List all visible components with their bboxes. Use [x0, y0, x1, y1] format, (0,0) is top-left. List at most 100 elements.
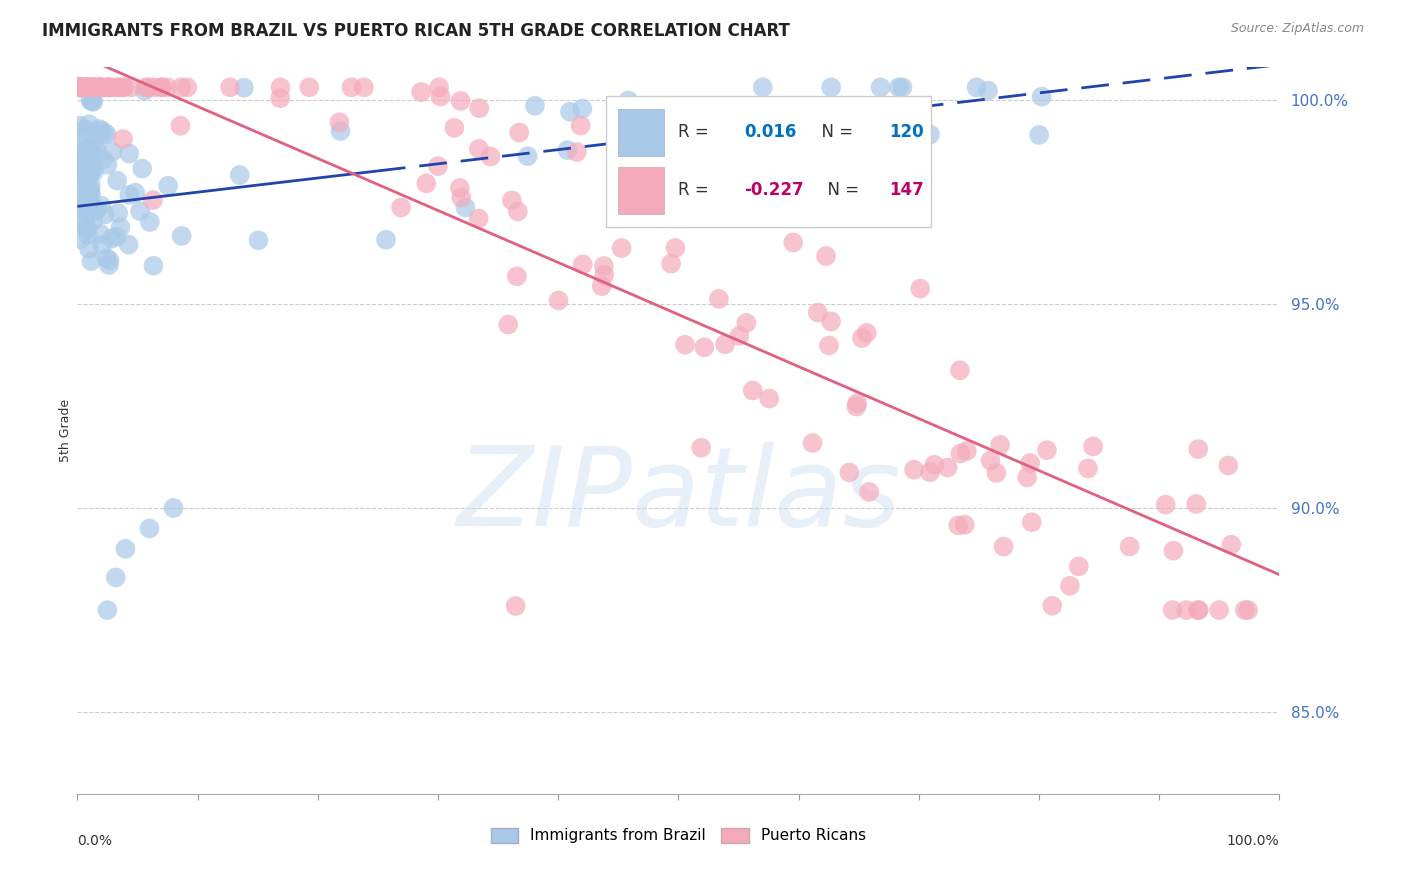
- Point: [104, 80, 127, 95]
- Point: [1081, 439, 1104, 453]
- Point: [247, 233, 270, 247]
- Point: [591, 279, 613, 293]
- Point: [1188, 603, 1211, 617]
- FancyBboxPatch shape: [606, 96, 931, 227]
- Point: [758, 392, 780, 406]
- Point: [72, 196, 94, 211]
- Point: [565, 145, 588, 159]
- Point: [1237, 603, 1260, 617]
- Point: [1185, 497, 1208, 511]
- Point: [142, 259, 165, 273]
- Point: [411, 85, 433, 99]
- Point: [124, 186, 146, 200]
- Point: [83, 136, 105, 151]
- Point: [94, 208, 117, 222]
- Point: [67, 211, 90, 225]
- Point: [741, 384, 763, 398]
- Point: [82, 95, 104, 109]
- Point: [869, 80, 891, 95]
- Point: [988, 438, 1011, 452]
- Point: [70, 172, 93, 186]
- Point: [993, 540, 1015, 554]
- Point: [1187, 442, 1209, 456]
- Point: [219, 80, 242, 95]
- Point: [67, 138, 90, 153]
- Point: [735, 316, 758, 330]
- Text: N =: N =: [817, 181, 865, 200]
- Point: [810, 103, 832, 118]
- Text: -0.227: -0.227: [745, 181, 804, 200]
- Point: [389, 201, 412, 215]
- Point: [70, 80, 93, 95]
- Point: [77, 117, 100, 131]
- Point: [90, 199, 112, 213]
- Point: [80, 146, 103, 161]
- Point: [73, 171, 96, 186]
- Point: [101, 145, 124, 159]
- Point: [100, 231, 122, 245]
- Point: [1218, 458, 1240, 473]
- Point: [70, 80, 93, 95]
- Point: [69, 232, 91, 246]
- Point: [858, 485, 880, 500]
- Point: [156, 80, 179, 95]
- Point: [82, 80, 104, 95]
- Point: [80, 178, 103, 192]
- Point: [76, 80, 98, 95]
- Point: [73, 80, 96, 95]
- Point: [80, 162, 103, 177]
- Point: [516, 149, 538, 163]
- Point: [936, 460, 959, 475]
- Point: [270, 80, 292, 95]
- Point: [79, 80, 101, 95]
- Point: [636, 103, 658, 118]
- Point: [506, 204, 529, 219]
- Point: [454, 201, 477, 215]
- Point: [801, 436, 824, 450]
- Point: [82, 158, 104, 172]
- Point: [75, 214, 97, 228]
- Point: [1175, 603, 1198, 617]
- Point: [72, 176, 94, 190]
- Point: [571, 257, 593, 271]
- Point: [953, 517, 976, 532]
- Point: [139, 215, 162, 229]
- Point: [820, 80, 842, 95]
- Point: [111, 80, 134, 95]
- Point: [91, 80, 114, 95]
- Text: ZIPatlas: ZIPatlas: [456, 442, 901, 549]
- Point: [664, 241, 686, 255]
- Point: [659, 257, 682, 271]
- Point: [76, 168, 98, 182]
- Point: [903, 463, 925, 477]
- Point: [82, 80, 104, 95]
- Text: R =: R =: [679, 181, 714, 200]
- Point: [170, 80, 193, 95]
- Point: [557, 143, 579, 157]
- Text: N =: N =: [811, 123, 858, 141]
- Point: [79, 140, 101, 154]
- Point: [98, 258, 121, 272]
- Point: [1118, 540, 1140, 554]
- Point: [1154, 498, 1177, 512]
- Point: [69, 129, 91, 144]
- Point: [751, 80, 773, 95]
- Point: [70, 159, 93, 173]
- Point: [852, 114, 875, 128]
- Point: [505, 599, 527, 613]
- Point: [118, 187, 141, 202]
- Point: [547, 293, 569, 308]
- Point: [298, 80, 321, 95]
- Point: [75, 122, 97, 136]
- Point: [73, 155, 96, 169]
- Point: [918, 465, 941, 479]
- Point: [89, 227, 111, 241]
- Point: [467, 211, 489, 226]
- Point: [818, 338, 841, 352]
- Point: [75, 142, 97, 156]
- Point: [104, 570, 127, 584]
- Point: [1019, 456, 1042, 470]
- Point: [949, 363, 972, 377]
- Point: [353, 80, 375, 95]
- Point: [449, 181, 471, 195]
